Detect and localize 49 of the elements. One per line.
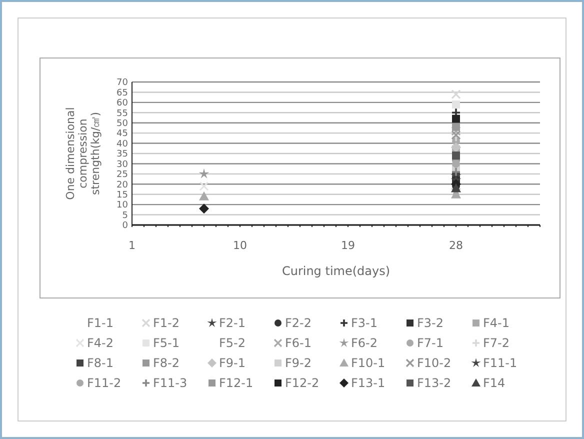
y-tick-label: 0	[122, 221, 128, 232]
legend-label: F7-2	[483, 336, 510, 350]
legend-label: F11-1	[483, 356, 518, 370]
x-tick-label: 19	[341, 239, 355, 252]
legend-label: F4-1	[483, 316, 510, 330]
y-tick-label: 25	[116, 170, 128, 180]
y-tick-label: 35	[116, 150, 128, 160]
legend-label: F8-1	[87, 356, 114, 370]
legend-label: F9-1	[219, 356, 246, 370]
y-tick-label: 10	[116, 200, 128, 211]
y-tick-label: 70	[116, 78, 128, 88]
y-tick-label: 45	[116, 129, 128, 140]
y-tick-label: 55	[116, 108, 128, 119]
legend-label: F13-1	[351, 376, 386, 390]
y-tick-label: 65	[116, 88, 128, 98]
legend-label: F1-2	[153, 316, 180, 330]
legend-label: F9-2	[285, 356, 312, 370]
text: F5-2	[219, 336, 246, 350]
y-tick-label: 60	[116, 98, 128, 109]
text: F1-1	[87, 316, 114, 330]
x-axis-title: Curing time(days)	[282, 264, 390, 278]
legend-label: F12-1	[219, 376, 254, 390]
x-tick-label: 28	[449, 239, 463, 252]
legend-label: F4-2	[87, 336, 114, 350]
legend-label: F6-1	[285, 336, 312, 350]
legend-label: F11-2	[87, 376, 122, 390]
legend-label: F10-1	[351, 356, 386, 370]
legend-label: F12-2	[285, 376, 320, 390]
legend-label: F13-2	[417, 376, 452, 390]
x-tick-label: 1	[128, 239, 136, 252]
legend-label: F14	[483, 376, 506, 390]
y-tick-label: 30	[116, 160, 128, 170]
y-tick-label: 40	[116, 139, 128, 150]
legend-label: F5-1	[153, 336, 180, 350]
legend-label: F11-3	[153, 376, 188, 390]
y-tick-label: 15	[116, 190, 128, 201]
legend-label: F10-2	[417, 356, 452, 370]
y-axis-title: One dimensional compression strength(kg/㎠)	[64, 107, 102, 200]
legend-label: F6-2	[351, 336, 378, 350]
legend-label: F7-1	[417, 336, 444, 350]
legend-label: F3-2	[417, 316, 444, 330]
legend-label: F2-2	[285, 316, 312, 330]
y-tick-label: 5	[122, 210, 128, 221]
legend-label: F8-2	[153, 356, 180, 370]
y-tick-label: 20	[116, 180, 128, 190]
legend-label: F2-1	[219, 316, 246, 330]
legend-label: F3-1	[351, 316, 378, 330]
x-tick-label: 10	[233, 239, 247, 252]
y-tick-label: 50	[116, 119, 128, 130]
